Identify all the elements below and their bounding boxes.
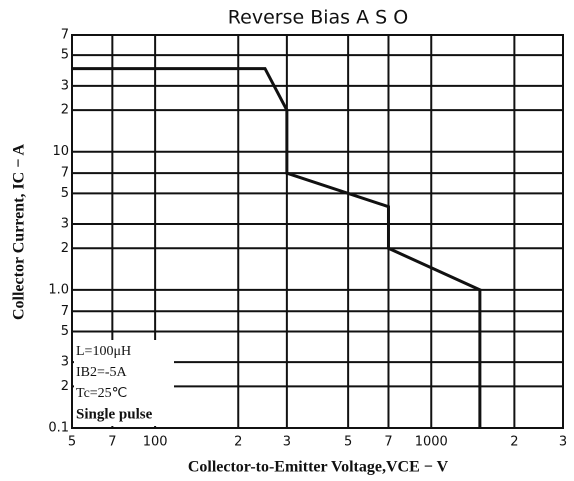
data-line <box>72 67 482 428</box>
annotation: Single pulse <box>76 406 153 422</box>
y-tick-label: 5 <box>61 186 69 201</box>
y-tick-label: 7 <box>61 304 69 319</box>
y-tick-label: 5 <box>61 324 69 339</box>
y-tick-label: 0.1 <box>48 421 69 436</box>
x-tick-label: 1000 <box>415 435 448 450</box>
annotation-box <box>74 340 174 426</box>
x-tick-label: 3 <box>559 435 567 450</box>
x-tick-label: 5 <box>68 435 76 450</box>
y-tick-label: 2 <box>61 103 69 118</box>
x-tick-label: 3 <box>283 435 291 450</box>
x-tick-label: 7 <box>108 435 116 450</box>
y-tick-label: 3 <box>61 216 69 231</box>
y-tick-label: 3 <box>61 355 69 370</box>
y-tick-label: 2 <box>61 379 69 394</box>
x-tick-label: 100 <box>143 435 168 450</box>
y-tick-label: 3 <box>61 78 69 93</box>
chart-title: Reverse Bias A S O <box>228 7 408 29</box>
annotation: Tc=25℃ <box>76 386 127 401</box>
y-axis-label: Collector Current, IC − A <box>11 144 28 321</box>
x-tick-label: 5 <box>344 435 352 450</box>
annotation: IB2=-5A <box>76 365 128 380</box>
x-tick-label: 2 <box>234 435 242 450</box>
y-tick-label: 10 <box>52 144 69 159</box>
y-tick-label: 1.0 <box>48 282 69 297</box>
x-axis-label: Collector-to-Emitter Voltage,VCE − V <box>188 459 449 476</box>
x-tick-label: 2 <box>510 435 518 450</box>
y-tick-label: 7 <box>61 28 69 43</box>
annotation: L=100μH <box>76 344 131 359</box>
y-tick-label: 5 <box>61 48 69 63</box>
y-tick-label: 7 <box>61 166 69 181</box>
x-tick-label: 7 <box>384 435 392 450</box>
y-tick-label: 2 <box>61 241 69 256</box>
